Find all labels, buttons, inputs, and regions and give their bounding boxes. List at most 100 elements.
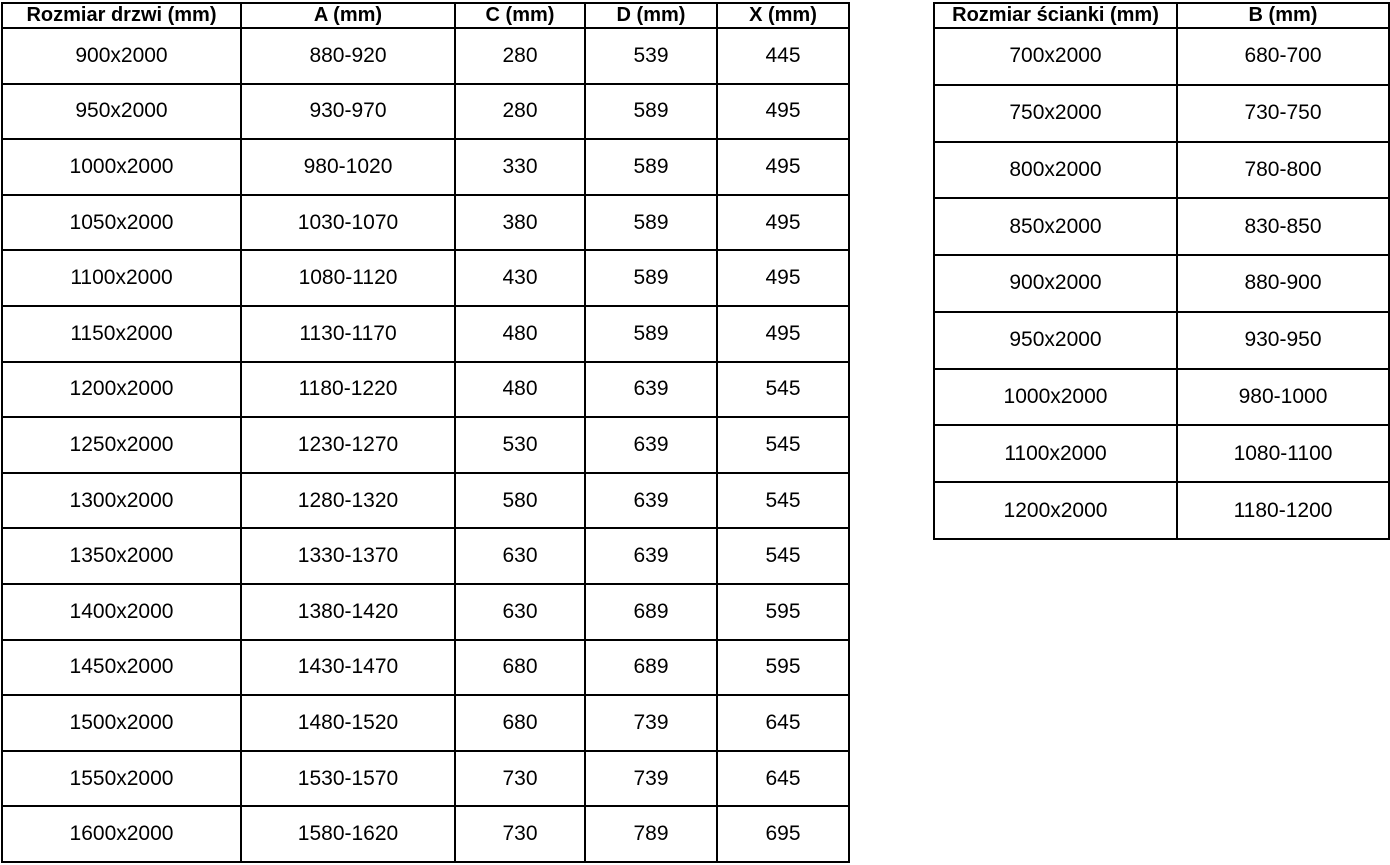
table-cell: 830-850 (1176, 197, 1390, 257)
table-row: 1100x2000 1080-1100 (933, 424, 1390, 484)
table-cell: 495 (716, 138, 850, 196)
table-cell: 1180-1220 (240, 360, 456, 419)
table-cell: 900x2000 (1, 27, 242, 85)
table-cell: 1300x2000 (1, 471, 242, 530)
table-row: 1400x2000 1380-1420 630 689 595 (1, 582, 850, 641)
table-cell: 539 (584, 27, 718, 85)
table-cell: 445 (716, 27, 850, 85)
table-cell: 689 (584, 582, 718, 641)
table-row: 800x2000 780-800 (933, 140, 1390, 200)
table-cell: 750x2000 (933, 83, 1178, 143)
header-row: Rozmiar ścianki (mm) B (mm) (933, 2, 1390, 29)
table-cell: 495 (716, 82, 850, 141)
table-cell: 689 (584, 638, 718, 697)
table-row: 700x2000 680-700 (933, 27, 1390, 86)
table-cell: 780-800 (1176, 140, 1390, 200)
table-cell: 1400x2000 (1, 582, 242, 641)
table-row: 950x2000 930-970 280 589 495 (1, 82, 850, 141)
table-cell: 380 (454, 193, 586, 252)
table-cell: 1330-1370 (240, 527, 456, 585)
table-cell: 580 (454, 471, 586, 530)
table-cell: 730 (454, 749, 586, 808)
table-row: 900x2000 880-900 (933, 254, 1390, 313)
table-row: 1000x2000 980-1020 330 589 495 (1, 138, 850, 196)
table-cell: 1150x2000 (1, 304, 242, 363)
table-cell: 950x2000 (933, 310, 1178, 370)
table-cell: 639 (584, 416, 718, 474)
table-cell: 880-920 (240, 27, 456, 85)
table-row: 1500x2000 1480-1520 680 739 645 (1, 694, 850, 752)
table-cell: 850x2000 (933, 197, 1178, 257)
table-cell: 930-970 (240, 82, 456, 141)
table-cell: 1480-1520 (240, 694, 456, 752)
table-cell: 639 (584, 527, 718, 585)
table-row: 750x2000 730-750 (933, 83, 1390, 143)
table-cell: 480 (454, 304, 586, 363)
table-cell: 495 (716, 193, 850, 252)
table-cell: 1000x2000 (933, 367, 1178, 427)
table-cell: 880-900 (1176, 254, 1390, 313)
table-cell: 545 (716, 360, 850, 419)
table-cell: 1050x2000 (1, 193, 242, 252)
column-header: X (mm) (716, 2, 850, 29)
table-cell: 1200x2000 (933, 481, 1178, 540)
table-cell: 589 (584, 193, 718, 252)
table-cell: 1080-1100 (1176, 424, 1390, 484)
table-cell: 980-1000 (1176, 367, 1390, 427)
table-cell: 930-950 (1176, 310, 1390, 370)
table-cell: 1380-1420 (240, 582, 456, 641)
table-cell: 595 (716, 582, 850, 641)
table-cell: 280 (454, 82, 586, 141)
table-cell: 630 (454, 527, 586, 585)
table-row: 850x2000 830-850 (933, 197, 1390, 257)
table-cell: 280 (454, 27, 586, 85)
table-cell: 1230-1270 (240, 416, 456, 474)
table-cell: 530 (454, 416, 586, 474)
table-cell: 1350x2000 (1, 527, 242, 585)
table-row: 900x2000 880-920 280 539 445 (1, 27, 850, 85)
table-cell: 1430-1470 (240, 638, 456, 697)
table-cell: 1100x2000 (1, 249, 242, 307)
column-header: A (mm) (240, 2, 456, 29)
table-cell: 1530-1570 (240, 749, 456, 808)
table-row: 1600x2000 1580-1620 730 789 695 (1, 805, 850, 863)
table-cell: 730-750 (1176, 83, 1390, 143)
table-cell: 639 (584, 360, 718, 419)
table-cell: 950x2000 (1, 82, 242, 141)
table-row: 1250x2000 1230-1270 530 639 545 (1, 416, 850, 474)
header-row: Rozmiar drzwi (mm) A (mm) C (mm) D (mm) X (m… (1, 2, 850, 29)
table-cell: 645 (716, 694, 850, 752)
table-cell: 1100x2000 (933, 424, 1178, 484)
column-header: B (mm) (1176, 2, 1390, 29)
table-cell: 330 (454, 138, 586, 196)
table-cell: 1200x2000 (1, 360, 242, 419)
table-row: 1150x2000 1130-1170 480 589 495 (1, 304, 850, 363)
table-cell: 1450x2000 (1, 638, 242, 697)
table-cell: 589 (584, 82, 718, 141)
wall-size-table: Rozmiar ścianki (mm) B (mm) 700x2000 680-70… (933, 2, 1390, 540)
column-header: C (mm) (454, 2, 586, 29)
table-cell: 680 (454, 638, 586, 697)
table-cell: 480 (454, 360, 586, 419)
table-row: 1050x2000 1030-1070 380 589 495 (1, 193, 850, 252)
table-cell: 1550x2000 (1, 749, 242, 808)
column-header: D (mm) (584, 2, 718, 29)
table-cell: 800x2000 (933, 140, 1178, 200)
column-header: Rozmiar ścianki (mm) (933, 2, 1178, 29)
table-cell: 1130-1170 (240, 304, 456, 363)
table-cell: 589 (584, 138, 718, 196)
table-cell: 980-1020 (240, 138, 456, 196)
table-cell: 645 (716, 749, 850, 808)
table-row: 1200x2000 1180-1200 (933, 481, 1390, 540)
table-cell: 1280-1320 (240, 471, 456, 530)
table-cell: 639 (584, 471, 718, 530)
table-cell: 1080-1120 (240, 249, 456, 307)
table-cell: 1000x2000 (1, 138, 242, 196)
door-size-table: Rozmiar drzwi (mm) A (mm) C (mm) D (mm) X (m… (1, 2, 850, 863)
table-cell: 545 (716, 527, 850, 585)
table-cell: 1500x2000 (1, 694, 242, 752)
table-cell: 595 (716, 638, 850, 697)
table-cell: 545 (716, 471, 850, 530)
table-row: 1000x2000 980-1000 (933, 367, 1390, 427)
